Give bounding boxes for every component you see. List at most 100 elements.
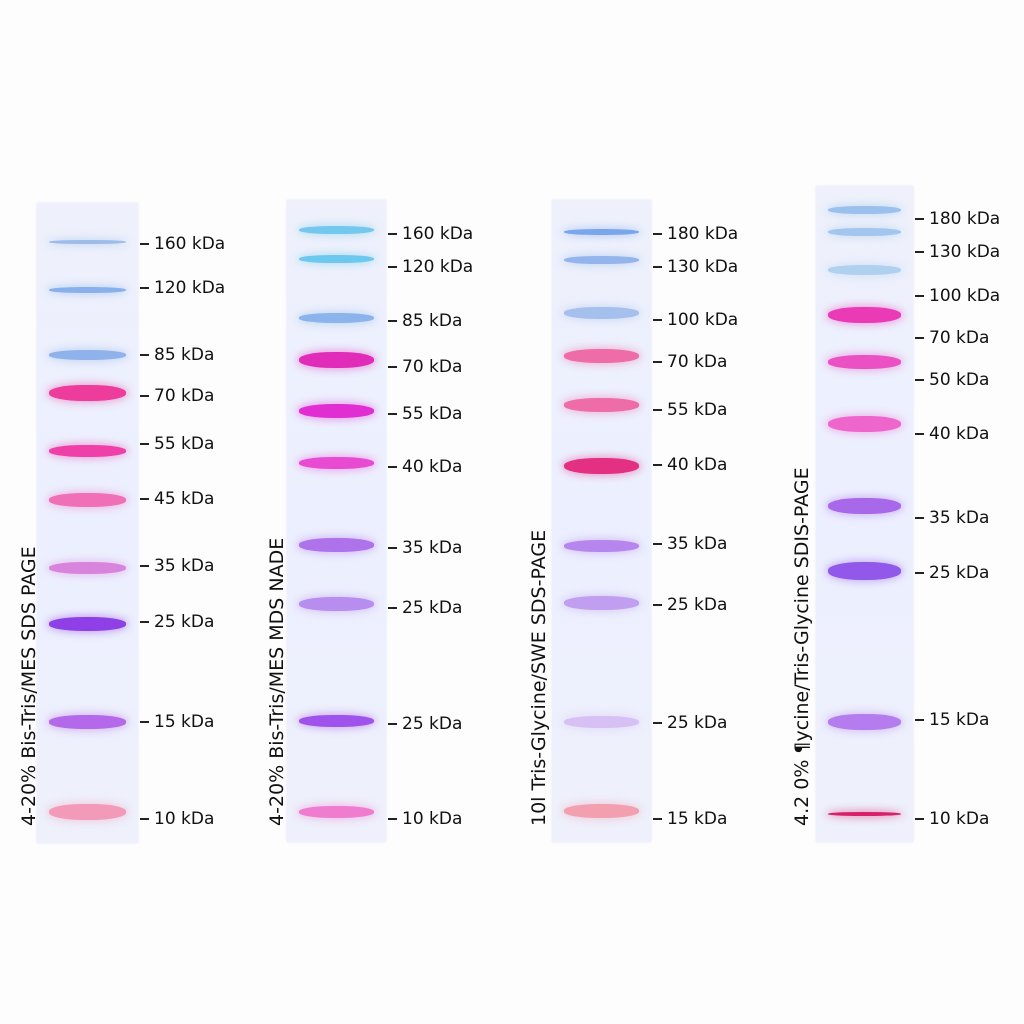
marker-text: 70 kDa (929, 328, 990, 348)
marker-tick (653, 233, 662, 235)
marker-tick (140, 498, 149, 500)
protein-band (827, 355, 902, 369)
marker-text: 55 kDa (402, 404, 463, 424)
protein-band (827, 228, 902, 236)
marker-text: 180 kDa (929, 209, 1001, 229)
marker-text: 25 kDa (667, 713, 728, 733)
protein-band (563, 804, 640, 818)
protein-band (563, 307, 640, 319)
lane-title: 10l Tris-Glycine/SWE SDS-PAGE (528, 529, 550, 826)
marker-tick (653, 409, 662, 411)
marker-text: 120 kDa (402, 257, 474, 277)
protein-band (827, 416, 902, 432)
marker-tick (653, 464, 662, 466)
marker-label: 35 kDa (388, 538, 462, 558)
marker-text: 85 kDa (154, 345, 215, 365)
marker-text: 85 kDa (402, 311, 463, 331)
protein-band (49, 445, 126, 457)
marker-label: 70 kDa (915, 328, 989, 348)
marker-label: 35 kDa (653, 534, 727, 554)
protein-band (49, 385, 126, 401)
marker-text: 25 kDa (154, 612, 215, 632)
marker-tick (653, 361, 662, 363)
marker-label: 160 kDa (388, 224, 473, 244)
marker-tick (388, 818, 397, 820)
protein-band (49, 287, 126, 293)
marker-text: 35 kDa (929, 508, 990, 528)
marker-label: 10 kDa (915, 809, 989, 829)
marker-label: 55 kDa (388, 404, 462, 424)
marker-text: 70 kDa (154, 386, 215, 406)
marker-label: 25 kDa (388, 598, 462, 618)
marker-label: 55 kDa (140, 434, 214, 454)
marker-tick (140, 721, 149, 723)
marker-tick (388, 366, 397, 368)
protein-band (563, 716, 640, 728)
protein-band (563, 458, 640, 474)
marker-text: 45 kDa (154, 489, 215, 509)
protein-band (298, 352, 375, 368)
marker-label: 25 kDa (388, 714, 462, 734)
protein-band (298, 457, 375, 469)
marker-text: 25 kDa (929, 563, 990, 583)
marker-text: 25 kDa (667, 595, 728, 615)
marker-label: 120 kDa (388, 257, 473, 277)
marker-tick (653, 604, 662, 606)
protein-band (49, 240, 126, 244)
marker-tick (388, 413, 397, 415)
marker-tick (140, 818, 149, 820)
protein-band (563, 596, 640, 610)
marker-tick (653, 722, 662, 724)
marker-text: 40 kDa (402, 457, 463, 477)
marker-tick (140, 565, 149, 567)
marker-label: 25 kDa (653, 713, 727, 733)
marker-text: 40 kDa (929, 424, 990, 444)
marker-tick (915, 818, 924, 820)
protein-band (298, 538, 375, 552)
marker-text: 35 kDa (154, 556, 215, 576)
marker-tick (388, 723, 397, 725)
marker-text: 160 kDa (402, 224, 474, 244)
marker-tick (653, 818, 662, 820)
marker-text: 55 kDa (667, 400, 728, 420)
marker-text: 40 kDa (667, 455, 728, 475)
marker-label: 85 kDa (388, 311, 462, 331)
protein-band (49, 715, 126, 729)
marker-text: 35 kDa (667, 534, 728, 554)
marker-text: 130 kDa (667, 257, 739, 277)
protein-band (827, 307, 902, 323)
marker-label: 70 kDa (388, 357, 462, 377)
marker-tick (915, 218, 924, 220)
gel-lane-1 (37, 203, 138, 843)
marker-tick (388, 320, 397, 322)
marker-tick (388, 266, 397, 268)
protein-band (827, 812, 902, 816)
lane-title: 4.2 0% ¶ycine/Tris-Glycine SDIS-PAGE (791, 467, 813, 826)
marker-label: 25 kDa (653, 595, 727, 615)
marker-text: 15 kDa (667, 809, 728, 829)
marker-tick (140, 395, 149, 397)
protein-band (298, 255, 375, 263)
lane-title: 4-20% Bis-Tris/MES SDS PAGE (18, 546, 40, 826)
marker-text: 50 kDa (929, 370, 990, 390)
marker-tick (388, 233, 397, 235)
marker-tick (388, 466, 397, 468)
marker-tick (915, 572, 924, 574)
marker-label: 40 kDa (653, 455, 727, 475)
protein-band (49, 804, 126, 820)
marker-text: 120 kDa (154, 278, 226, 298)
marker-text: 15 kDa (929, 710, 990, 730)
gel-lane-2 (287, 200, 386, 842)
marker-tick (915, 433, 924, 435)
protein-band (298, 226, 375, 234)
marker-tick (140, 243, 149, 245)
marker-tick (915, 379, 924, 381)
marker-label: 50 kDa (915, 370, 989, 390)
marker-text: 35 kDa (402, 538, 463, 558)
marker-tick (388, 547, 397, 549)
protein-band (298, 313, 375, 323)
marker-label: 100 kDa (653, 310, 738, 330)
marker-text: 55 kDa (154, 434, 215, 454)
marker-label: 15 kDa (140, 712, 214, 732)
lane-title: 4-20% Bis-Tris/MES MDS NADE (266, 537, 288, 826)
